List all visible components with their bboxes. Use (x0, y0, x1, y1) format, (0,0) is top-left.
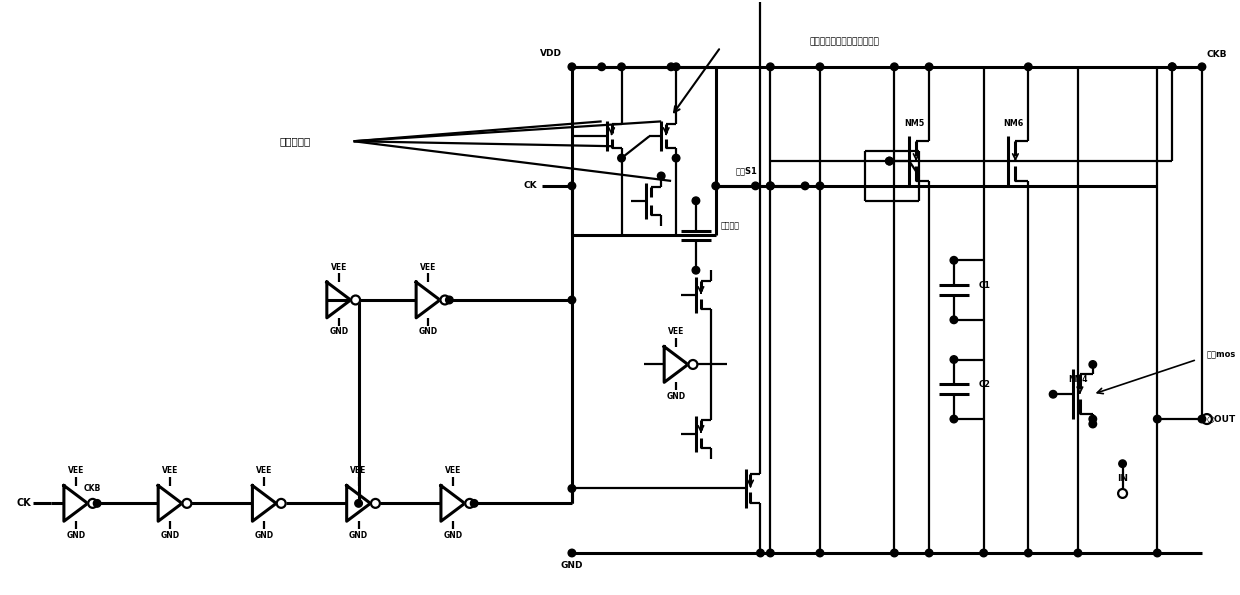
Circle shape (766, 182, 774, 190)
Circle shape (816, 63, 823, 71)
Circle shape (885, 157, 893, 165)
Circle shape (1089, 420, 1096, 428)
Circle shape (816, 182, 823, 190)
Circle shape (355, 500, 362, 507)
Circle shape (925, 63, 932, 71)
Circle shape (766, 63, 774, 71)
Circle shape (1202, 414, 1211, 424)
Text: GND: GND (560, 562, 583, 571)
Circle shape (672, 63, 680, 71)
Text: CKB: CKB (1207, 51, 1228, 60)
Circle shape (657, 172, 665, 180)
Circle shape (756, 549, 764, 557)
Text: ○OUT: ○OUT (1207, 415, 1236, 424)
Circle shape (950, 256, 957, 264)
Circle shape (568, 63, 575, 71)
Text: 充电泵电路: 充电泵电路 (279, 136, 310, 146)
Circle shape (751, 182, 759, 190)
Text: VEE: VEE (68, 466, 84, 475)
Circle shape (890, 63, 898, 71)
Text: 源极电压太高时不能完全截止: 源极电压太高时不能完全截止 (810, 37, 879, 46)
Text: 节点S1: 节点S1 (735, 167, 758, 176)
Circle shape (1153, 415, 1161, 423)
Circle shape (816, 549, 823, 557)
Circle shape (766, 549, 774, 557)
Circle shape (277, 499, 285, 508)
Text: IN: IN (1117, 474, 1128, 483)
Circle shape (568, 549, 575, 557)
Circle shape (470, 500, 477, 507)
Text: VDD: VDD (539, 49, 562, 58)
Text: CK: CK (16, 499, 31, 508)
Text: GND: GND (348, 531, 368, 540)
Text: GND: GND (329, 327, 348, 336)
Text: VEE: VEE (351, 466, 367, 475)
Circle shape (618, 63, 625, 71)
Circle shape (1198, 415, 1205, 423)
Circle shape (1024, 63, 1032, 71)
Circle shape (88, 499, 97, 508)
Text: 取样mos: 取样mos (1207, 350, 1236, 359)
Text: GND: GND (254, 531, 274, 540)
Circle shape (182, 499, 191, 508)
Text: VEE: VEE (445, 466, 461, 475)
Text: NM5: NM5 (904, 119, 924, 128)
Circle shape (568, 182, 575, 190)
Circle shape (980, 549, 987, 557)
Circle shape (1089, 361, 1096, 368)
Circle shape (692, 197, 699, 205)
Text: C1: C1 (978, 281, 991, 290)
Circle shape (440, 296, 449, 305)
Text: VEE: VEE (668, 327, 684, 336)
Text: GND: GND (418, 327, 438, 336)
Text: VEE: VEE (162, 466, 179, 475)
Circle shape (1198, 63, 1205, 71)
Circle shape (1118, 489, 1127, 498)
Circle shape (890, 549, 898, 557)
Circle shape (885, 157, 893, 165)
Circle shape (950, 356, 957, 364)
Text: NM4: NM4 (1068, 375, 1087, 384)
Circle shape (712, 182, 719, 190)
Text: GND: GND (443, 531, 463, 540)
Circle shape (1089, 415, 1096, 423)
Text: VEE: VEE (331, 263, 347, 272)
Circle shape (667, 63, 675, 71)
Text: 耦合电容: 耦合电容 (720, 221, 740, 230)
Circle shape (1168, 63, 1176, 71)
Circle shape (1024, 549, 1032, 557)
Text: C2: C2 (978, 380, 991, 389)
Circle shape (351, 296, 360, 305)
Circle shape (766, 182, 774, 190)
Text: VEE: VEE (420, 263, 436, 272)
Circle shape (688, 360, 697, 369)
Circle shape (1168, 63, 1176, 71)
Circle shape (672, 154, 680, 162)
Text: NM6: NM6 (1003, 119, 1023, 128)
Circle shape (371, 499, 379, 508)
Circle shape (1153, 549, 1161, 557)
Circle shape (618, 154, 625, 162)
Text: GND: GND (66, 531, 86, 540)
Text: GND: GND (160, 531, 180, 540)
Circle shape (925, 549, 932, 557)
Circle shape (950, 415, 957, 423)
Circle shape (568, 296, 575, 304)
Text: GND: GND (667, 392, 686, 400)
Text: VEE: VEE (257, 466, 273, 475)
Circle shape (1049, 390, 1056, 398)
Text: CK: CK (523, 181, 537, 190)
Circle shape (1118, 460, 1126, 468)
Circle shape (598, 63, 605, 71)
Circle shape (950, 316, 957, 324)
Circle shape (1074, 549, 1081, 557)
Circle shape (801, 182, 808, 190)
Circle shape (93, 500, 100, 507)
Circle shape (445, 296, 453, 304)
Text: CKB: CKB (84, 484, 102, 493)
Circle shape (465, 499, 474, 508)
Circle shape (692, 267, 699, 274)
Circle shape (568, 485, 575, 492)
